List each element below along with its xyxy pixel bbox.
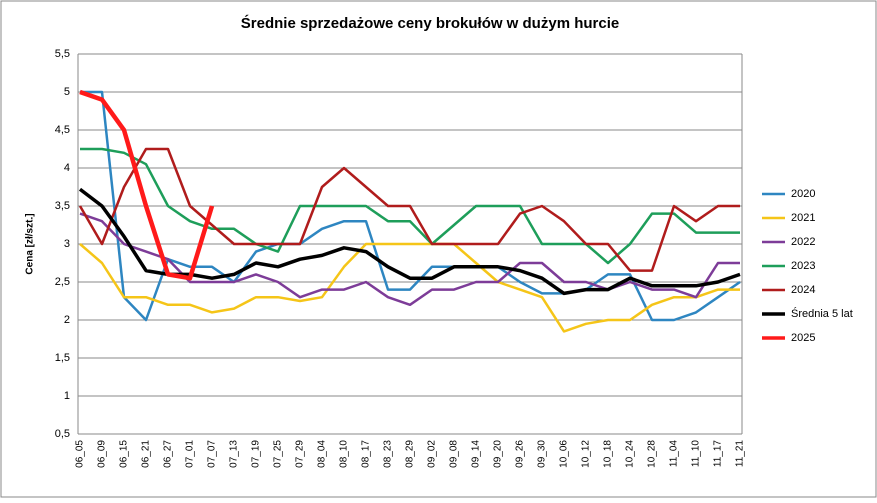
x-tick-label: 07_13 xyxy=(229,440,240,468)
x-tick-label: 10_12 xyxy=(581,440,592,468)
y-tick-label: 0,5 xyxy=(55,428,70,440)
x-tick-label: 10_06 xyxy=(559,440,570,468)
series-line xyxy=(78,147,740,272)
x-tick-label: 07_19 xyxy=(251,440,262,468)
x-tick-label: 08_04 xyxy=(317,440,328,468)
x-tick-label: 09_02 xyxy=(427,440,438,468)
x-tick-label: 08_17 xyxy=(361,440,372,468)
x-tick-label: 06_05 xyxy=(75,440,86,468)
y-tick-label: 2,5 xyxy=(55,276,70,288)
x-tick-label: 11_10 xyxy=(691,440,702,468)
x-tick-label: 07_29 xyxy=(295,440,306,468)
x-tick-label: 07_07 xyxy=(207,440,218,468)
y-tick-label: 1 xyxy=(64,390,70,402)
y-tick-label: 4 xyxy=(64,162,70,174)
series-line xyxy=(79,242,740,333)
series-line xyxy=(79,89,215,281)
x-tick-label: 06_15 xyxy=(119,440,130,468)
legend-label: Średnia 5 lat xyxy=(791,307,853,320)
legend-label: 2020 xyxy=(791,188,815,200)
y-tick-label: 5,5 xyxy=(55,48,70,60)
y-tick-label: 2 xyxy=(64,314,70,326)
y-tick-label: 3,5 xyxy=(55,200,70,212)
x-tick-label: 09_26 xyxy=(515,440,526,468)
x-tick-label: 07_25 xyxy=(273,440,284,468)
legend-label: 2022 xyxy=(791,236,815,248)
x-tick-label: 10_18 xyxy=(603,440,614,468)
y-tick-label: 4,5 xyxy=(55,124,70,136)
series-line xyxy=(80,147,740,265)
y-axis-label: Cena [zł/szt.] xyxy=(25,213,36,274)
y-tick-label: 1,5 xyxy=(55,352,70,364)
x-tick-label: 11_04 xyxy=(669,440,680,468)
x-tick-label: 06_21 xyxy=(141,440,152,468)
series-line xyxy=(80,90,741,322)
x-tick-label: 11_17 xyxy=(713,440,724,468)
x-tick-label: 10_28 xyxy=(647,440,658,468)
y-tick-label: 3 xyxy=(64,238,70,250)
x-tick-label: 09_20 xyxy=(493,440,504,468)
x-tick-label: 08_10 xyxy=(339,440,350,468)
x-tick-label: 11_21 xyxy=(735,440,746,468)
legend-label: 2021 xyxy=(791,212,815,224)
x-tick-label: 06_09 xyxy=(97,440,108,468)
x-tick-label: 09_08 xyxy=(449,440,460,468)
legend-label: 2023 xyxy=(791,260,815,272)
x-tick-label: 09_30 xyxy=(537,440,548,468)
x-tick-label: 10_24 xyxy=(625,440,636,468)
x-tick-label: 09_14 xyxy=(471,440,482,468)
y-tick-label: 5 xyxy=(64,86,70,98)
legend-label: 2025 xyxy=(791,332,815,344)
x-tick-label: 08_23 xyxy=(383,440,394,468)
series-line xyxy=(79,212,740,307)
x-tick-label: 08_29 xyxy=(405,440,416,468)
x-tick-label: 06_27 xyxy=(163,440,174,468)
legend-label: 2024 xyxy=(791,284,815,296)
chart-title: Średnie sprzedażowe ceny brokułów w duży… xyxy=(241,14,619,32)
x-tick-label: 07_01 xyxy=(185,440,196,468)
